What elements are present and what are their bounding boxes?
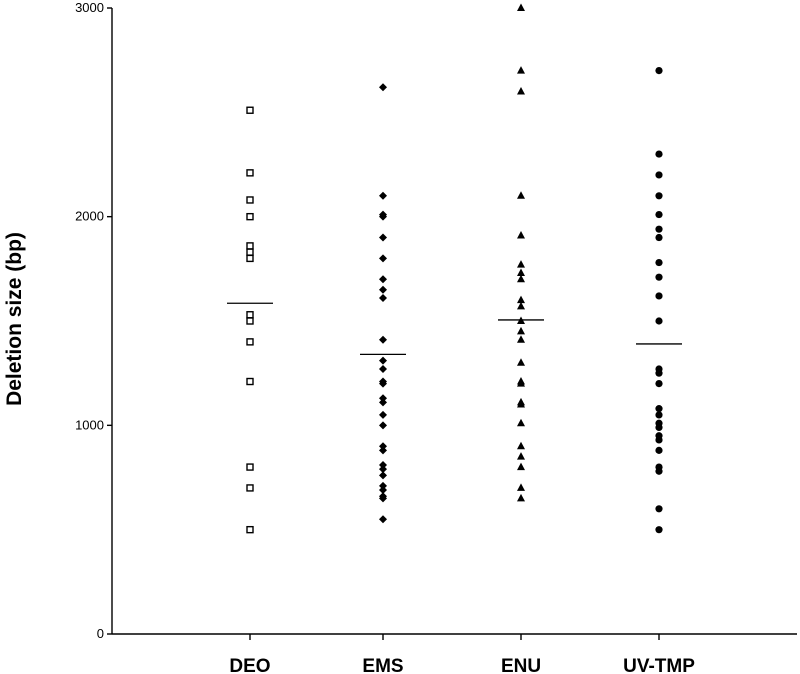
x-category-label: DEO	[229, 656, 270, 674]
data-point-uv-tmp	[655, 292, 663, 300]
data-point-enu	[517, 399, 525, 408]
data-point-deo	[246, 525, 254, 534]
data-point-enu	[517, 326, 525, 335]
data-point-enu	[517, 301, 525, 310]
data-point-uv-tmp	[655, 380, 663, 388]
data-point-deo	[246, 196, 254, 204]
chart-marks: 0 1000 2000 3000 DEO EMS ENU UV-TMP	[75, 0, 695, 674]
data-point-uv-tmp	[655, 171, 663, 179]
data-point-ems	[379, 410, 387, 419]
data-point-uv-tmp	[655, 467, 663, 475]
data-point-ems	[379, 481, 387, 490]
data-point-enu	[517, 295, 525, 304]
data-point-uv-tmp	[655, 526, 663, 534]
data-point-enu	[517, 418, 525, 427]
data-point-uv-tmp	[655, 411, 663, 419]
data-point-ems	[379, 465, 387, 474]
data-point-uv-tmp	[655, 505, 663, 513]
data-point-enu	[517, 441, 525, 450]
data-point-uv-tmp	[655, 317, 663, 325]
data-point-ems	[379, 191, 387, 200]
data-point-deo	[246, 484, 254, 492]
data-point-ems	[379, 285, 387, 294]
data-point-deo	[246, 212, 254, 221]
data-point-enu	[517, 483, 525, 491]
data-point-ems	[379, 379, 387, 388]
data-point-deo	[246, 317, 254, 325]
data-point-enu	[517, 452, 525, 460]
data-point-enu	[517, 379, 525, 387]
data-point-uv-tmp	[655, 405, 663, 413]
data-point-enu	[517, 335, 525, 343]
y-tick-label: 2000	[75, 209, 104, 224]
data-point-enu	[517, 462, 525, 471]
data-point-enu	[517, 66, 525, 74]
data-point-uv-tmp	[655, 192, 663, 200]
y-tick-label: 0	[97, 626, 104, 641]
data-point-ems	[379, 254, 387, 263]
data-point-enu	[517, 493, 525, 502]
y-tick-label: 1000	[75, 417, 104, 432]
data-point-deo	[246, 377, 254, 386]
data-point-ems	[379, 515, 387, 524]
data-point-ems	[379, 494, 387, 503]
data-point-enu	[517, 191, 525, 199]
data-point-ems	[379, 398, 387, 407]
y-tick-label: 3000	[75, 0, 104, 15]
data-point-deo	[246, 463, 254, 471]
data-point-ems	[379, 446, 387, 455]
data-point-deo	[246, 311, 254, 319]
data-point-enu	[517, 3, 525, 11]
data-point-enu	[517, 268, 525, 277]
data-point-ems	[379, 471, 387, 480]
data-point-uv-tmp	[655, 423, 663, 432]
data-point-ems	[379, 442, 387, 451]
data-point-deo	[246, 254, 254, 263]
data-point-uv-tmp	[655, 273, 663, 281]
data-point-uv-tmp	[655, 210, 663, 219]
data-point-ems	[379, 335, 387, 344]
data-point-ems	[379, 421, 387, 430]
data-point-deo	[246, 106, 254, 114]
x-category-label: ENU	[501, 656, 541, 674]
data-point-uv-tmp	[655, 369, 663, 377]
data-point-uv-tmp	[655, 446, 663, 454]
data-point-ems	[379, 356, 387, 365]
data-point-uv-tmp	[655, 233, 663, 242]
data-point-deo	[246, 338, 254, 346]
data-point-ems	[379, 83, 387, 92]
data-point-ems	[379, 275, 387, 284]
x-category-label: EMS	[362, 656, 403, 674]
data-point-uv-tmp	[655, 225, 663, 233]
data-point-ems	[379, 233, 387, 242]
data-point-enu	[517, 86, 525, 95]
data-point-ems	[379, 486, 387, 495]
data-point-uv-tmp	[655, 258, 663, 267]
data-point-uv-tmp	[655, 436, 663, 444]
y-axis-title: Deletion size (bp)	[3, 232, 26, 406]
data-point-ems	[379, 294, 387, 303]
x-category-label: UV-TMP	[623, 656, 695, 674]
data-point-enu	[517, 260, 525, 268]
data-point-enu	[517, 230, 525, 239]
data-point-deo	[246, 248, 254, 256]
data-point-ems	[379, 394, 387, 403]
data-point-uv-tmp	[655, 67, 663, 75]
data-point-enu	[517, 274, 525, 283]
data-point-uv-tmp	[655, 150, 663, 158]
data-point-deo	[246, 169, 254, 177]
data-point-ems	[379, 364, 387, 373]
data-point-ems	[379, 212, 387, 221]
data-point-enu	[517, 358, 525, 366]
data-point-deo	[246, 242, 254, 250]
data-point-ems	[379, 460, 387, 469]
